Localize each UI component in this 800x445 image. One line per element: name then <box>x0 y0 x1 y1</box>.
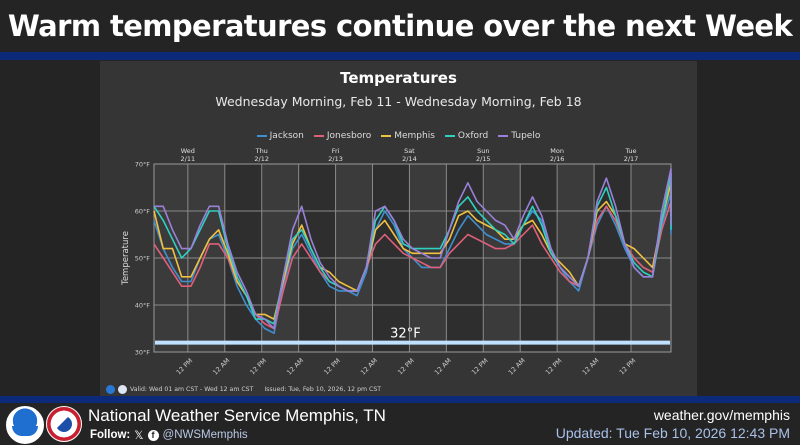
x-tick-label: 12 PM <box>175 357 195 377</box>
issued-time-text: Issued: Tue, Feb 10, 2026, 12 pm CST <box>264 385 382 393</box>
y-tick-label: 60°F <box>135 208 151 216</box>
updated-timestamp: Updated: Tue Feb 10, 2026 12:43 PM <box>555 425 790 441</box>
legend-item-jackson[interactable]: Jackson <box>256 131 304 141</box>
legend-swatch <box>313 135 324 137</box>
day-label: Tue <box>624 147 636 155</box>
footer <box>0 403 800 445</box>
x-tick-label: 12 AM <box>433 357 453 377</box>
temperature-chart: 30°F 40°F 50°F 60°F 70°F 12 PM 12 AM 12 PM 12 AM… <box>121 147 672 377</box>
chart-subtitle: Wednesday Morning, Feb 11 - Wednesday Mo… <box>215 94 582 109</box>
page-title: Warm temperatures continue over the next… <box>7 9 793 43</box>
date-label: 2/15 <box>476 155 491 163</box>
y-axis-label: Temperature <box>121 231 131 286</box>
legend-label: Tupelo <box>511 131 541 141</box>
date-label: 2/12 <box>254 155 269 163</box>
legend-label: Oxford <box>457 131 489 141</box>
y-tick-label: 50°F <box>135 255 151 263</box>
x-tick-label: 12 AM <box>581 357 601 377</box>
header-divider <box>0 52 800 60</box>
legend-label: Jackson <box>269 131 304 141</box>
legend-swatch <box>381 135 392 137</box>
social-handle[interactable]: @NWSMemphis <box>162 429 248 441</box>
legend-swatch <box>256 135 267 137</box>
website-link[interactable]: weather.gov/memphis <box>653 407 790 423</box>
x-tick-label: 12 PM <box>470 357 490 377</box>
freezing-reference-label: 32°F <box>390 327 421 342</box>
valid-time-text: Valid: Wed 01 am CST - Wed 12 am CST <box>130 385 254 393</box>
nws-logo-icon <box>46 406 82 442</box>
chart-title: Temperatures <box>340 69 457 87</box>
footer-divider <box>0 396 800 403</box>
series-line-oxford <box>153 172 672 325</box>
x-tick-label: 12 AM <box>359 357 379 377</box>
follow-row: Follow: 𝕏 f @NWSMemphis <box>90 428 248 442</box>
plot-frame <box>153 163 672 353</box>
series-tupelo <box>153 167 672 330</box>
legend-item-tupelo[interactable]: Tupelo <box>498 131 540 141</box>
date-label: 2/11 <box>181 155 196 163</box>
legend-swatch <box>444 135 455 137</box>
day-label: Wed <box>181 147 195 155</box>
legend-item-jonesboro[interactable]: Jonesboro <box>313 131 372 141</box>
y-tick-label: 30°F <box>135 349 151 357</box>
date-label: 2/17 <box>624 155 639 163</box>
series-line-tupelo <box>154 167 672 330</box>
x-tick-label: 12 AM <box>507 357 527 377</box>
facebook-icon[interactable]: f <box>147 429 159 441</box>
office-name: National Weather Service Memphis, TN <box>88 406 386 425</box>
noaa-mini-logo-icon <box>106 384 115 394</box>
day-label: Mon <box>550 147 564 155</box>
legend-item-memphis[interactable]: Memphis <box>381 131 435 141</box>
legend-label: Memphis <box>394 131 435 141</box>
x-tick-label: 12 PM <box>248 357 268 377</box>
x-tick-label: 12 AM <box>211 357 231 377</box>
follow-label: Follow: <box>90 429 131 441</box>
y-tick-label: 40°F <box>135 302 151 310</box>
date-label: 2/16 <box>550 155 565 163</box>
valid-time-bar: Valid: Wed 01 am CST - Wed 12 am CST Iss… <box>106 383 381 395</box>
x-tick-label: 12 AM <box>285 357 305 377</box>
day-label: Thu <box>255 147 268 155</box>
chart-legend: Jackson Jonesboro Memphis Oxford Tupelo <box>100 131 697 141</box>
date-label: 2/14 <box>402 155 417 163</box>
nws-mini-logo-icon <box>118 384 127 394</box>
x-icon[interactable]: 𝕏 <box>134 430 144 442</box>
noaa-logo-icon <box>6 406 44 444</box>
day-label: Sun <box>477 147 489 155</box>
y-tick-label: 70°F <box>135 161 151 169</box>
x-tick-label: 12 PM <box>544 357 564 377</box>
legend-item-oxford[interactable]: Oxford <box>444 131 489 141</box>
x-tick-label: 12 PM <box>322 357 342 377</box>
legend-label: Jonesboro <box>326 131 372 141</box>
legend-swatch <box>498 135 509 137</box>
day-label: Fri <box>332 147 340 155</box>
date-label: 2/13 <box>328 155 343 163</box>
header: Warm temperatures continue over the next… <box>0 0 800 52</box>
x-tick-label: 12 PM <box>618 357 638 377</box>
day-label: Sat <box>404 147 415 155</box>
x-tick-label: 12 PM <box>396 357 416 377</box>
